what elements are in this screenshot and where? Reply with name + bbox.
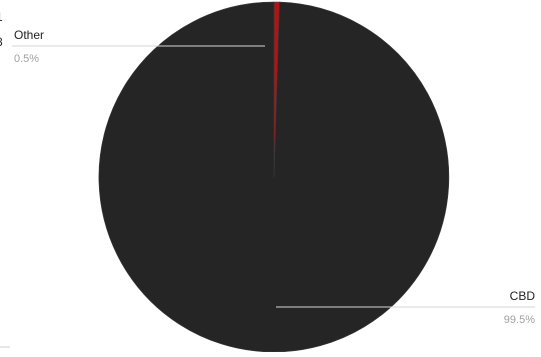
- pie-slices: [98, 1, 450, 353]
- pie-slice-cbd[interactable]: [98, 1, 450, 353]
- slice-labels: Other 0.5% CBD 99.5%: [0, 28, 536, 348]
- slice-percent-other: 0.5%: [14, 53, 39, 65]
- edge-fragment-text-1: 1: [0, 10, 3, 24]
- edge-fragment-text-2: 8: [0, 35, 3, 49]
- slice-label-other: Other: [14, 28, 44, 42]
- slice-label-cbd: CBD: [510, 289, 536, 303]
- slice-percent-cbd: 99.5%: [504, 314, 535, 326]
